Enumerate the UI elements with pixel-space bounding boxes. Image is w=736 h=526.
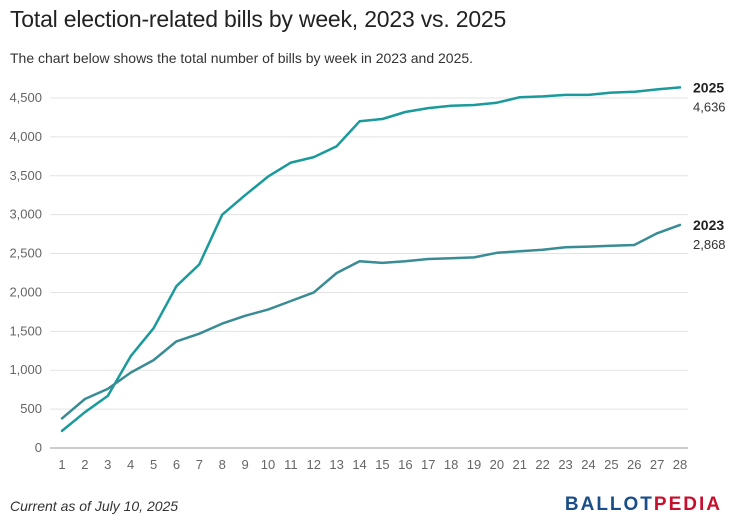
series-line-2025: [60, 86, 682, 433]
ballotpedia-logo[interactable]: BALLOTPEDIA: [565, 494, 722, 516]
x-tick-label: 25: [604, 457, 618, 472]
x-tick-label: 28: [673, 457, 687, 472]
x-tick-label: 26: [627, 457, 641, 472]
x-tick-label: 13: [329, 457, 343, 472]
x-tick-label: 11: [284, 457, 298, 472]
x-tick-label: 17: [421, 457, 435, 472]
series-label-2025: 2025: [693, 79, 724, 95]
y-tick-label: 4,500: [9, 90, 42, 105]
y-tick-label: 0: [35, 440, 42, 455]
x-tick-label: 27: [650, 457, 664, 472]
series-layer: [60, 86, 682, 433]
x-axis-ticks: 1 2 3 4 5 6 7 8 9 10 11 12 13 14 15 16 17 18 19 20 21 22 23 24 2…: [58, 457, 687, 472]
x-tick-label: 5: [150, 457, 157, 472]
y-tick-label: 2,500: [9, 246, 42, 261]
y-tick-label: 2,000: [9, 284, 42, 299]
logo-part-pedia: PEDIA: [653, 494, 722, 515]
x-tick-label: 6: [173, 457, 180, 472]
x-tick-label: 14: [352, 457, 366, 472]
chart-subtitle: The chart below shows the total number o…: [10, 50, 474, 66]
footnote: Current as of July 10, 2025: [10, 498, 179, 514]
x-tick-label: 19: [467, 457, 481, 472]
logo-part-ballot: BALLOT: [564, 494, 654, 515]
y-tick-label: 500: [20, 401, 42, 416]
x-tick-label: 9: [241, 457, 248, 472]
x-tick-label: 3: [104, 457, 111, 472]
series-end-value-2023: 2,868: [693, 237, 726, 252]
x-tick-label: 20: [490, 457, 504, 472]
y-tick-label: 3,000: [9, 207, 42, 222]
x-tick-label: 15: [375, 457, 389, 472]
y-tick-label: 1,500: [9, 323, 42, 338]
x-tick-label: 12: [307, 457, 321, 472]
x-tick-label: 24: [581, 457, 595, 472]
y-axis-ticks: 0 500 1,000 1,500 2,000 2,500 3,000 3,500 4,000 4…: [9, 90, 42, 455]
series-label-2023: 2023: [693, 217, 724, 233]
x-tick-label: 2: [81, 457, 88, 472]
x-tick-label: 7: [196, 457, 203, 472]
x-tick-label: 18: [444, 457, 458, 472]
end-labels: 2025 4,636 2023 2,868: [693, 79, 726, 252]
x-tick-label: 1: [58, 457, 65, 472]
x-tick-label: 8: [219, 457, 226, 472]
y-tick-label: 3,500: [9, 168, 42, 183]
series-line-2023: [60, 223, 682, 420]
x-tick-label: 16: [398, 457, 412, 472]
y-tick-label: 4,000: [9, 129, 42, 144]
y-tick-label: 1,000: [9, 362, 42, 377]
series-end-value-2025: 4,636: [693, 99, 726, 114]
x-tick-label: 22: [535, 457, 549, 472]
x-tick-label: 23: [558, 457, 572, 472]
grid-layer: [50, 97, 688, 449]
x-tick-label: 21: [513, 457, 527, 472]
chart-title: Total election-related bills by week, 20…: [10, 6, 507, 32]
x-tick-label: 4: [127, 457, 134, 472]
x-tick-label: 10: [261, 457, 275, 472]
